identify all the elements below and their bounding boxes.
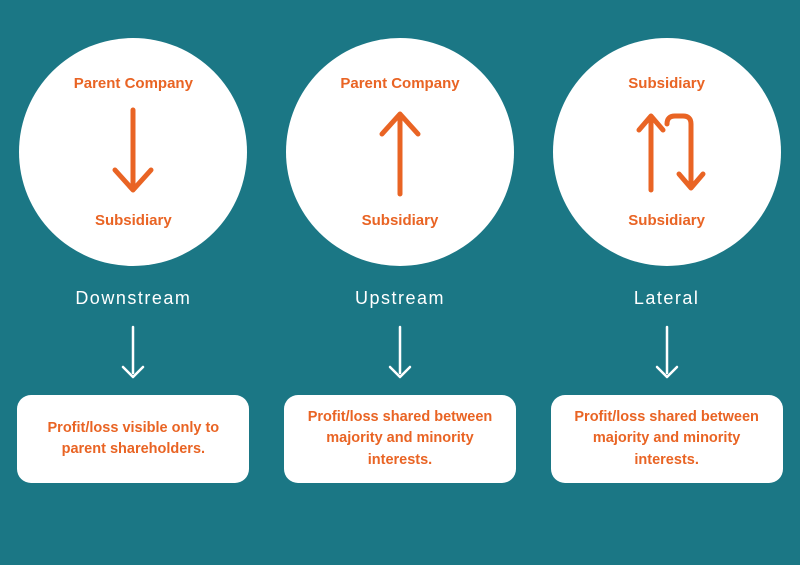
desc-box-downstream: Profit/loss visible only to parent share… [17, 395, 249, 483]
desc-box-lateral: Profit/loss shared between majority and … [551, 395, 783, 483]
column-downstream: Parent Company Subsidiary Downstream Pro… [3, 0, 263, 483]
bottom-label: Subsidiary [362, 212, 439, 229]
bottom-label: Subsidiary [628, 212, 705, 229]
circle-upstream: Parent Company Subsidiary [286, 38, 514, 266]
down-arrow-icon [103, 104, 163, 200]
connector-arrow-icon [382, 323, 418, 385]
connector-arrow-icon [649, 323, 685, 385]
bottom-label: Subsidiary [95, 212, 172, 229]
up-arrow-icon [370, 104, 430, 200]
type-label-downstream: Downstream [75, 288, 191, 309]
column-lateral: Subsidiary Subsidiary Lateral Profit/los… [537, 0, 797, 483]
top-label: Parent Company [74, 75, 193, 92]
desc-text: Profit/loss shared between majority and … [300, 407, 500, 470]
type-label-upstream: Upstream [355, 288, 445, 309]
desc-text: Profit/loss shared between majority and … [567, 407, 767, 470]
top-label: Subsidiary [628, 75, 705, 92]
connector-arrow-icon [115, 323, 151, 385]
column-upstream: Parent Company Subsidiary Upstream Profi… [270, 0, 530, 483]
desc-box-upstream: Profit/loss shared between majority and … [284, 395, 516, 483]
desc-text: Profit/loss visible only to parent share… [33, 418, 233, 460]
circle-lateral: Subsidiary Subsidiary [553, 38, 781, 266]
lateral-arrows-icon [621, 104, 713, 200]
type-label-lateral: Lateral [634, 288, 700, 309]
circle-downstream: Parent Company Subsidiary [19, 38, 247, 266]
diagram-row: Parent Company Subsidiary Downstream Pro… [0, 0, 800, 483]
top-label: Parent Company [340, 75, 459, 92]
